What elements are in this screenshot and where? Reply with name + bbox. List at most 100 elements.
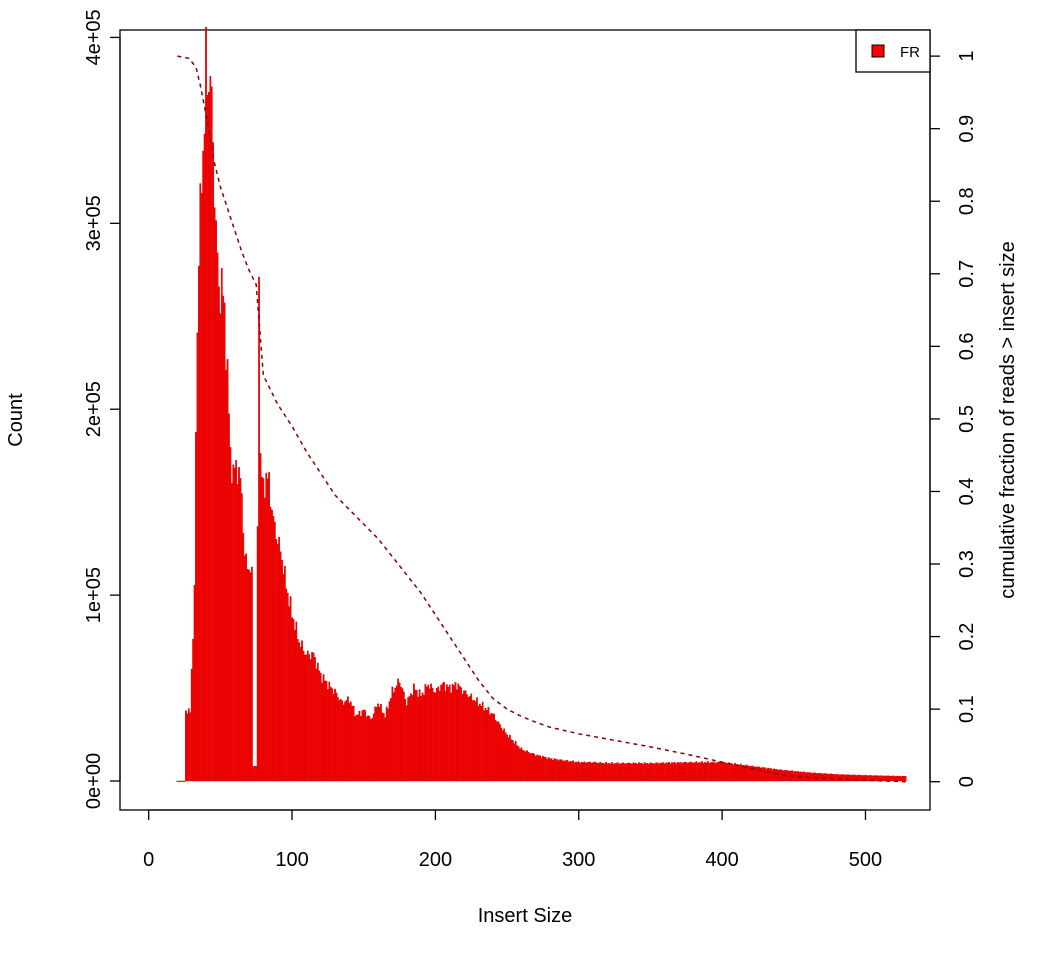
histogram-bar [718, 761, 721, 782]
histogram-bar [755, 766, 758, 782]
histogram-bar [762, 767, 765, 782]
histogram-bar [216, 252, 219, 782]
histogram-bar [539, 755, 541, 782]
histogram-bar [305, 654, 308, 782]
histogram-bar [686, 762, 689, 782]
histogram-bar [533, 753, 536, 782]
histogram-bar [447, 687, 450, 782]
histogram-bar [325, 680, 328, 782]
histogram-bar [757, 766, 759, 782]
histogram-bar [694, 762, 696, 782]
histogram-bar [341, 700, 344, 782]
histogram-bar [775, 769, 778, 782]
histogram-bar [233, 467, 236, 782]
histogram-bar [278, 536, 280, 782]
histogram-bar [781, 769, 784, 782]
histogram-bar [532, 753, 534, 782]
histogram-bar [881, 775, 884, 782]
histogram-bar [448, 684, 451, 782]
histogram-bar [304, 654, 306, 782]
histogram-bar [653, 763, 656, 782]
histogram-bar [795, 771, 798, 782]
histogram-bar [818, 772, 821, 782]
histogram-bar [192, 639, 194, 782]
histogram-bar [504, 732, 507, 782]
histogram-bar [728, 762, 731, 782]
histogram-bar [613, 763, 616, 782]
histogram-bar [595, 762, 597, 782]
histogram-bar [306, 650, 309, 782]
histogram-bar [197, 265, 200, 782]
histogram-bar [524, 751, 527, 782]
y2-axis: 0 0.1 0.2 0.3 0.4 0.5 0.6 0.7 0.8 0.9 1 [929, 51, 978, 787]
histogram-bar [692, 762, 695, 782]
histogram-bar [430, 683, 432, 782]
histogram-bar [392, 692, 395, 782]
histogram-bar [437, 686, 440, 782]
histogram-bar [391, 686, 394, 782]
histogram-bar [347, 696, 349, 782]
histogram-bar [408, 696, 411, 782]
histogram-bar [527, 752, 530, 782]
histogram-bar [433, 692, 435, 782]
histogram-bar [309, 659, 312, 782]
histogram-bar [186, 713, 189, 782]
histogram-bar [837, 774, 840, 782]
y2-tick-label: 0.2 [956, 623, 978, 651]
histogram-bar [288, 606, 291, 782]
histogram-bar [691, 762, 693, 782]
histogram-bar [384, 717, 387, 782]
histogram-bar [722, 761, 725, 782]
histogram-bar [679, 761, 682, 782]
histogram-bar [886, 775, 888, 782]
histogram-bar [397, 678, 399, 782]
histogram-bar [444, 690, 447, 782]
histogram-bar [593, 761, 596, 782]
histogram-bar [590, 762, 593, 782]
histogram-bar [249, 572, 252, 782]
histogram-bar [577, 761, 580, 782]
y-tick-label: 1e+05 [83, 567, 105, 623]
histogram-bar [668, 762, 670, 782]
histogram-bar [359, 716, 362, 782]
histogram-bar [483, 710, 486, 782]
histogram-bar [704, 762, 706, 782]
histogram-bar [225, 369, 227, 782]
histogram-bar [556, 759, 559, 782]
legend: FR [855, 29, 931, 73]
histogram-bar [542, 755, 544, 782]
histogram-bar [633, 763, 636, 782]
histogram-bar [215, 220, 217, 782]
histogram-bar [467, 697, 470, 782]
histogram-bar [349, 701, 352, 782]
y-axis: 0e+00 1e+05 2e+05 3e+05 4e+05 [83, 9, 121, 809]
histogram-bar [639, 763, 642, 782]
histogram-bar [619, 763, 622, 782]
histogram-bar [615, 763, 617, 782]
histogram-bar [183, 780, 186, 782]
histogram-bar [269, 506, 272, 782]
histogram-bar [645, 763, 647, 782]
histogram-bar [364, 710, 367, 782]
histogram-bar [825, 773, 828, 782]
histogram-bar [706, 761, 709, 782]
histogram-bar [596, 762, 599, 782]
histogram-bar [245, 553, 248, 782]
histogram-bar [586, 762, 589, 782]
histogram-bar [573, 762, 576, 782]
histogram-bar [592, 762, 594, 782]
histogram-bar [295, 621, 298, 782]
histogram-bar [461, 693, 464, 782]
histogram-bar [626, 762, 629, 782]
y2-tick-label: 0.5 [956, 405, 978, 433]
histogram-bar [559, 759, 561, 782]
histogram-bar [831, 774, 834, 782]
histogram-bar [587, 761, 590, 782]
histogram-bar [345, 700, 348, 782]
histogram-bar [514, 741, 517, 782]
histogram-bar [785, 770, 788, 782]
histogram-bar [651, 763, 653, 782]
histogram-bar [248, 569, 250, 782]
histogram-bar [251, 566, 253, 782]
histogram-bar [189, 712, 192, 782]
